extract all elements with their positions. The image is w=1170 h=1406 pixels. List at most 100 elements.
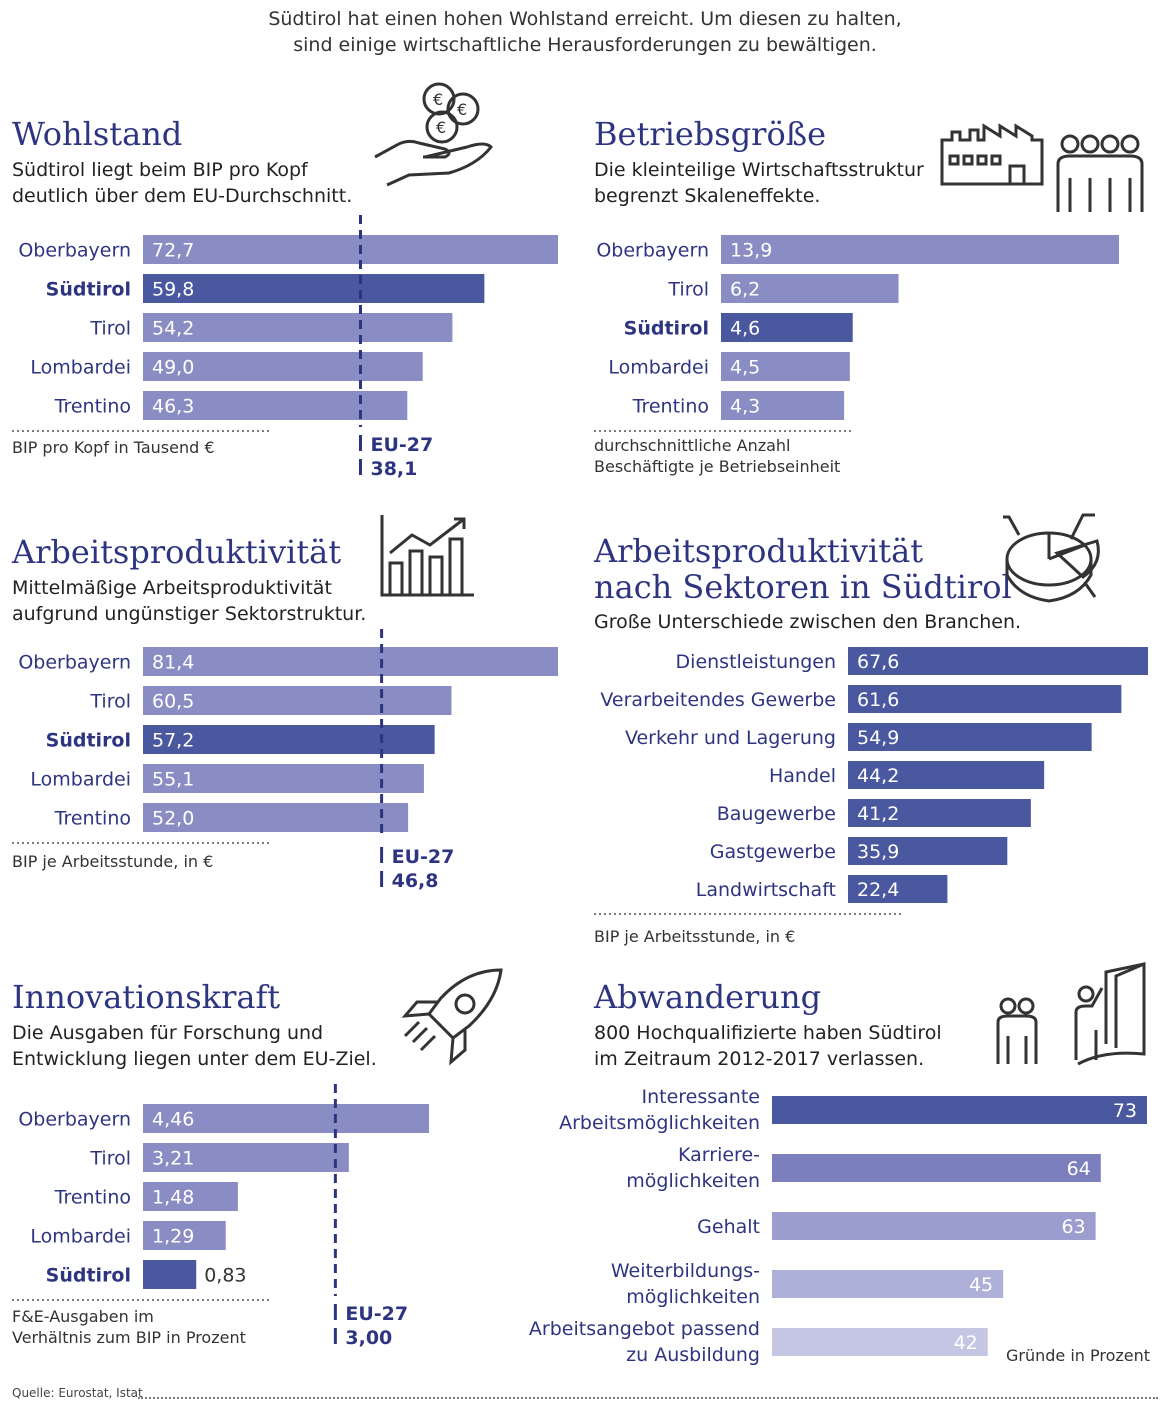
bar <box>143 1143 349 1172</box>
bar <box>143 391 408 420</box>
chart-note: BIP je Arbeitsstunde, in € <box>594 927 796 946</box>
bar <box>143 1260 197 1289</box>
bar <box>143 764 424 793</box>
chart-sektoren: Dienstleistungen 67,6 Verarbeitendes Gewer… <box>594 647 1148 915</box>
pie-chart-icon <box>1003 513 1100 603</box>
bar <box>143 1182 238 1211</box>
intro-text: Südtirol hat einen hohen Wohlstand errei… <box>0 6 1170 58</box>
category-label: Gehalt <box>697 1216 760 1238</box>
value-label: 49,0 <box>152 357 194 379</box>
value-label: 13,9 <box>730 240 772 262</box>
category-label: Oberbayern <box>18 1109 131 1131</box>
category-label: Oberbayern <box>596 240 709 262</box>
category-label: Lombardei <box>30 357 131 379</box>
value-label: 4,46 <box>152 1109 194 1131</box>
category-label: Oberbayern <box>18 240 131 262</box>
bar <box>143 235 558 264</box>
value-label: 81,4 <box>152 652 194 674</box>
bar <box>143 1104 429 1133</box>
panel-subtitle: Die Ausgaben für Forschung und Entwicklu… <box>12 1022 377 1070</box>
category-label: Südtirol <box>624 318 709 340</box>
source-dotted-line <box>138 1397 1158 1399</box>
bar <box>143 274 485 303</box>
chart-note: F&E-Ausgaben im Verhältnis zum BIP in Pr… <box>12 1307 246 1347</box>
svg-text:€: € <box>457 100 467 119</box>
category-label: Karriere- <box>678 1144 760 1166</box>
category-label: Trentino <box>54 396 131 418</box>
category-label: Trentino <box>54 808 131 830</box>
reference-value: 3,00 <box>345 1327 392 1349</box>
category-label: zu Ausbildung <box>626 1344 760 1366</box>
value-label: 72,7 <box>152 240 194 262</box>
value-label: 52,0 <box>152 808 194 830</box>
people-leaving-door-icon <box>996 962 1146 1066</box>
category-label: Arbeitsmöglichkeiten <box>559 1112 760 1134</box>
bar <box>143 352 423 381</box>
value-label: 60,5 <box>152 691 194 713</box>
bar <box>772 1154 1101 1182</box>
bar <box>848 723 1092 751</box>
value-label: 41,2 <box>857 803 899 825</box>
intro-line-1: Südtirol hat einen hohen Wohlstand errei… <box>268 8 902 30</box>
chart-note: Gründe in Prozent <box>1006 1346 1151 1365</box>
svg-text:€: € <box>436 118 446 137</box>
bar <box>848 799 1031 827</box>
value-label: 4,6 <box>730 318 760 340</box>
value-label: 22,4 <box>857 879 899 901</box>
category-label: Tirol <box>667 279 709 301</box>
panel-title: Abwanderung <box>594 978 822 1016</box>
value-label: 64 <box>1067 1158 1091 1180</box>
value-label: 57,2 <box>152 730 194 752</box>
bar <box>721 352 850 381</box>
category-label: Gastgewerbe <box>710 841 836 863</box>
bar <box>143 686 452 715</box>
reference-value: 46,8 <box>392 870 439 892</box>
bar <box>721 391 845 420</box>
category-label: Handel <box>769 765 836 787</box>
reference-name: EU-27 <box>370 434 433 456</box>
category-label: Lombardei <box>30 769 131 791</box>
chart-note: BIP je Arbeitsstunde, in € <box>12 852 214 871</box>
bar <box>143 725 435 754</box>
value-label: 0,83 <box>204 1265 246 1287</box>
category-label: möglichkeiten <box>626 1286 760 1308</box>
panel-title: Betriebsgröße <box>594 115 827 153</box>
value-label: 6,2 <box>730 279 760 301</box>
value-label: 3,21 <box>152 1148 194 1170</box>
bar <box>143 647 558 676</box>
value-label: 35,9 <box>857 841 899 863</box>
panel-title: Innovationskraft <box>12 978 281 1016</box>
intro-line-2: sind einige wirtschaftliche Herausforder… <box>293 34 877 56</box>
panel-abwanderung: Abwanderung 800 Hochqualifizierte haben … <box>529 962 1154 1378</box>
value-label: 1,48 <box>152 1187 194 1209</box>
panel-subtitle: Die kleinteilige Wirtschaftsstruktur beg… <box>594 159 924 207</box>
panel-sektoren: Arbeitsproduktivität nach Sektoren in Sü… <box>594 513 1154 953</box>
panel-innovationskraft: Innovationskraft Die Ausgaben für Forsch… <box>12 968 572 1358</box>
bar <box>721 313 853 342</box>
category-label: Tirol <box>89 318 131 340</box>
panel-subtitle: Südtirol liegt beim BIP pro Kopf deutlic… <box>12 159 353 207</box>
value-label: 55,1 <box>152 769 194 791</box>
chart-abwanderung: Interessante Arbeitsmöglichkeiten 73 Karrie… <box>529 1086 1147 1366</box>
bar <box>721 274 899 303</box>
panel-title: Arbeitsproduktivität <box>12 533 342 571</box>
category-label: Südtirol <box>46 1265 131 1287</box>
category-label: Trentino <box>632 396 709 418</box>
chart-innovationskraft: Oberbayern 4,46 Tirol 3,21 Trentino 1,48 Lomba… <box>12 1084 429 1349</box>
panel-subtitle: 800 Hochqualifizierte haben Südtirol im … <box>594 1022 942 1070</box>
factory-workers-icon <box>940 123 1144 212</box>
bar <box>772 1270 1004 1298</box>
category-label: möglichkeiten <box>626 1170 760 1192</box>
category-label: Verarbeitendes Gewerbe <box>600 689 836 711</box>
value-label: 42 <box>954 1332 978 1354</box>
bar <box>143 803 409 832</box>
value-label: 4,3 <box>730 396 760 418</box>
category-label: Südtirol <box>46 279 131 301</box>
category-label: Dienstleistungen <box>676 651 836 673</box>
hand-coins-icon: € € € <box>374 82 493 187</box>
category-label: Tirol <box>89 691 131 713</box>
chart-note: durchschnittliche Anzahl Beschäftigte je… <box>594 436 841 476</box>
bar <box>721 235 1119 264</box>
panel-subtitle: Mittelmäßige Arbeitsproduktivität aufgru… <box>12 577 367 625</box>
category-label: Lombardei <box>30 1226 131 1248</box>
